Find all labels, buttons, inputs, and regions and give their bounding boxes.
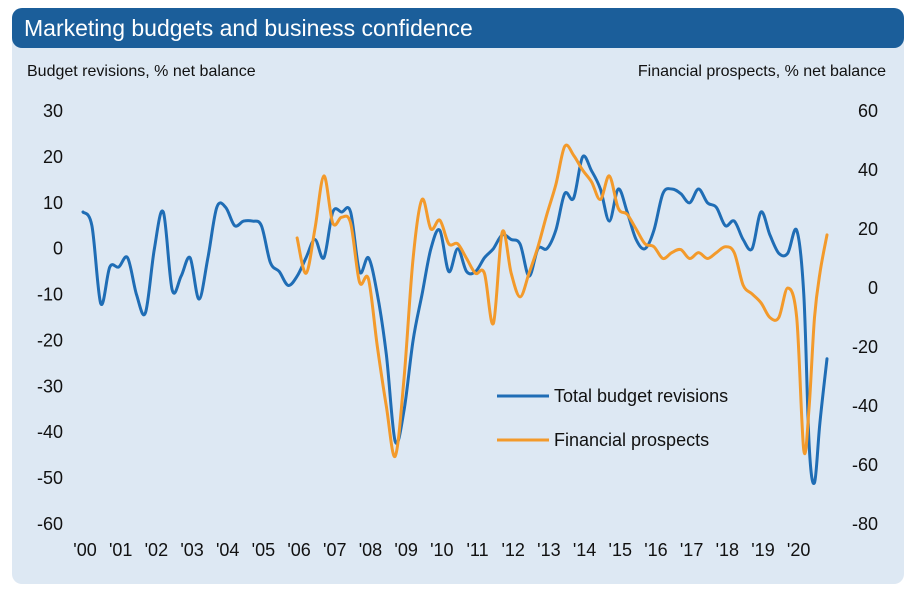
x-tick-label: '16 [644,540,667,560]
x-tick-label: '12 [501,540,524,560]
x-tick-label: '13 [537,540,560,560]
x-tick-label: '02 [145,540,168,560]
left-tick-label: -40 [37,422,63,442]
right-tick-label: 60 [858,101,878,121]
left-tick-label: 30 [43,101,63,121]
x-tick-label: '04 [216,540,239,560]
left-tick-label: -50 [37,468,63,488]
x-tick-label: '01 [109,540,132,560]
x-tick-label: '06 [287,540,310,560]
left-tick-label: 0 [53,239,63,259]
legend-label-financial-prospects: Financial prospects [554,430,709,450]
x-tick-label: '00 [73,540,96,560]
series-line-financial-prospects [295,143,829,458]
right-tick-label: -20 [852,337,878,357]
right-tick-label: -60 [852,455,878,475]
left-tick-label: 20 [43,147,63,167]
x-tick-label: '05 [252,540,275,560]
right-tick-label: 0 [868,278,878,298]
legend-label-total-budget-revisions: Total budget revisions [554,386,728,406]
right-axis-label: Financial prospects, % net balance [638,63,886,80]
left-tick-label: -10 [37,285,63,305]
x-tick-label: '14 [573,540,596,560]
right-tick-label: 20 [858,219,878,239]
x-tick-label: '03 [180,540,203,560]
left-tick-label: -60 [37,514,63,534]
left-axis-label: Budget revisions, % net balance [27,63,256,80]
right-tick-label: -80 [852,514,878,534]
right-tick-label: -40 [852,396,878,416]
x-tick-label: '07 [323,540,346,560]
legend: Total budget revisions Financial prospec… [497,386,728,450]
left-tick-label: -20 [37,330,63,350]
x-tick-label: '17 [680,540,703,560]
right-tick-label: 40 [858,160,878,180]
x-tick-label: '18 [716,540,739,560]
x-tick-label: '08 [359,540,382,560]
x-tick-label: '15 [609,540,632,560]
x-tick-label: '09 [394,540,417,560]
left-tick-label: -30 [37,376,63,396]
x-tick-label: '10 [430,540,453,560]
left-tick-label: 10 [43,193,63,213]
series-line-total-budget-revisions [81,154,829,485]
chart-title: Marketing budgets and business confidenc… [12,8,904,48]
x-tick-label: '11 [466,540,488,560]
x-tick-label: '20 [787,540,810,560]
x-tick-label: '19 [751,540,774,560]
